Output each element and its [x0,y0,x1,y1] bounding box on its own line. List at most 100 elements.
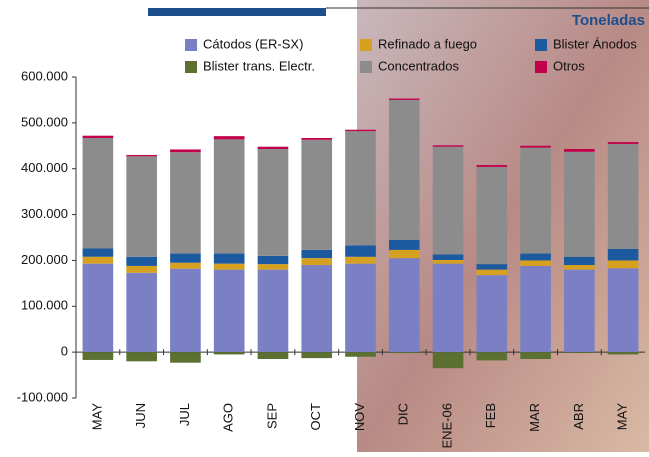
bar-segment [170,269,201,352]
bar-segment [258,352,289,359]
bar-segment [520,260,551,266]
legend-label: Cátodos (ER-SX) [203,36,303,51]
y-tick-label: 300.000 [21,206,68,221]
bar-segment [520,146,551,148]
bar-segment [433,145,464,146]
bar-segment [301,250,332,258]
bar-segment [126,156,157,256]
bar-segment [345,131,376,245]
x-tick-label: MAY [615,403,630,431]
bar-segment [258,256,289,264]
bar-segment [258,147,289,149]
bar-segment [433,254,464,260]
x-tick-label: ENE-06 [439,403,454,449]
bar-segment [83,264,114,353]
y-tick-label: 400.000 [21,160,68,175]
y-tick-label: 100.000 [21,298,68,313]
bar-segment [389,258,420,352]
bar-segment [258,149,289,256]
bar-segment [345,257,376,264]
bar-segment [258,264,289,270]
bar-segment [301,258,332,265]
bar-segment [476,165,507,167]
bar-segment [433,147,464,255]
bar-segment [389,99,420,100]
bar-segment [476,167,507,264]
bar-segment [126,257,157,266]
bar-segment [258,270,289,353]
bar-segment [389,100,420,240]
bar-segment [608,268,639,352]
x-tick-label: DIC [396,403,411,425]
legend-swatch [360,39,372,51]
x-tick-label: AGO [221,403,236,432]
y-tick-label: -100.000 [17,389,68,404]
x-tick-label: ABR [571,403,586,430]
bar-segment [520,266,551,352]
bar-segment [389,352,420,353]
y-tick-label: 500.000 [21,114,68,129]
bar-segment [126,155,157,156]
bar-segment [564,270,595,353]
bar-segment [126,352,157,361]
bar-segment [433,352,464,368]
bar-segment [301,140,332,250]
legend-swatch [360,61,372,73]
y-tick-label: 0 [61,344,68,359]
bar-segment [520,352,551,359]
bar-segment [170,263,201,269]
legend-label: Refinado a fuego [378,36,477,51]
x-tick-label: SEP [264,403,279,429]
legend-label: Otros [553,58,585,73]
bar-segment [564,149,595,152]
y-tick-label: 200.000 [21,252,68,267]
bar-segment [564,352,595,353]
bar-segment [126,273,157,352]
bar-segment [476,264,507,270]
bar-segment [433,264,464,353]
bar-segment [301,265,332,352]
bar-segment [433,260,464,264]
bar-segment [608,142,639,144]
bar-segment [170,152,201,253]
bar-segment [345,352,376,357]
bar-segment [608,260,639,268]
bar-segment [564,257,595,265]
x-tick-label: FEB [483,403,498,428]
x-tick-label: NOV [352,403,367,432]
bar-segment [214,136,245,139]
bar-segment [520,254,551,261]
header-bar [148,8,326,16]
bar-segment [476,352,507,360]
bar-segment [476,270,507,276]
bar-segment [214,264,245,270]
bar-segment [126,266,157,273]
x-tick-label: MAY [89,403,104,431]
bar-segment [214,139,245,253]
bar-segment [83,136,114,138]
x-tick-label: JUL [177,403,192,426]
bar-segment [345,264,376,353]
x-tick-label: OCT [308,403,323,431]
bar-segment [564,152,595,257]
legend-swatch [535,61,547,73]
legend-label: Concentrados [378,58,459,73]
bar-segment [608,144,639,249]
bar-segment [83,257,114,264]
bar-segment [214,352,245,354]
bar-segment [83,249,114,257]
bar-segment [389,250,420,258]
bar-segment [301,352,332,358]
x-tick-label: JUN [133,403,148,428]
legend-label: Blister trans. Electr. [203,58,315,73]
bar-segment [83,352,114,360]
bar-segment [608,249,639,260]
y-tick-label: 600.000 [21,68,68,83]
bar-segment [389,240,420,250]
bar-segment [608,352,639,354]
unit-label: Toneladas [572,12,645,29]
legend-swatch [535,39,547,51]
bar-segment [170,254,201,263]
x-tick-label: MAR [527,403,542,432]
bar-segment [520,148,551,254]
